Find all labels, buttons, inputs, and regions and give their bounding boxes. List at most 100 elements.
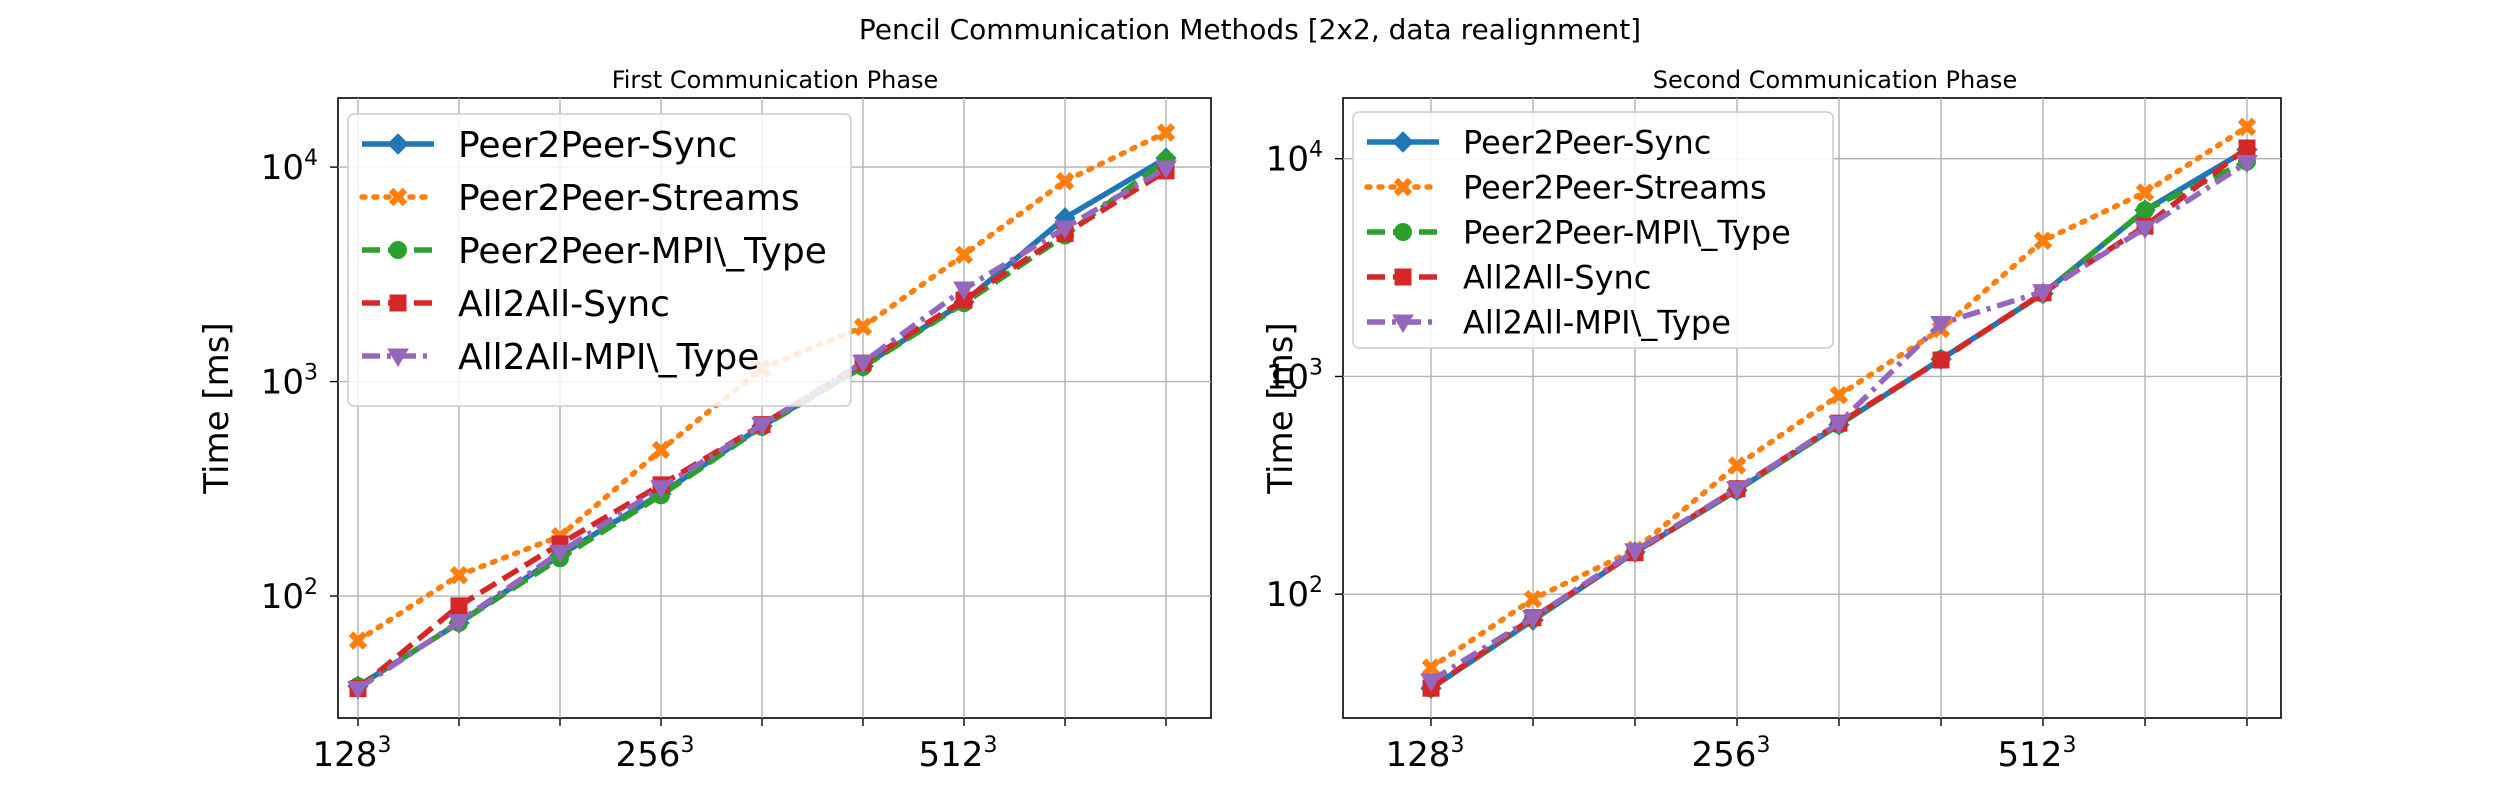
data-point xyxy=(2134,220,2156,240)
panel-title: First Communication Phase xyxy=(612,66,939,94)
x-tick-exponent: 3 xyxy=(2062,733,2076,758)
y-tick-base: 10 xyxy=(1266,357,1309,397)
legend-label: Peer2Peer-Sync xyxy=(1463,124,1711,162)
x-tick-exponent: 3 xyxy=(1756,733,1770,758)
y-tick-base: 10 xyxy=(261,363,304,403)
data-point xyxy=(853,317,873,337)
x-tick-label: 5123 xyxy=(1998,733,2077,775)
legend-label: Peer2Peer-Streams xyxy=(1463,169,1767,207)
series-4 xyxy=(1420,155,2258,692)
legend-marker xyxy=(388,187,408,207)
y-tick-exponent: 4 xyxy=(304,146,318,171)
x-tick-base: 256 xyxy=(616,735,681,775)
data-point xyxy=(1828,415,1850,435)
data-point xyxy=(1155,160,1177,180)
series-group xyxy=(347,123,1177,700)
data-point xyxy=(2032,284,2054,303)
y-tick-label: 103 xyxy=(1266,355,1323,397)
y-tick-label: 102 xyxy=(261,575,318,617)
data-point xyxy=(2236,155,2258,174)
x-tick-label: 2563 xyxy=(1692,733,1771,775)
data-point xyxy=(1727,456,1747,475)
data-point xyxy=(1421,658,1441,677)
data-point xyxy=(2237,117,2257,137)
legend-marker xyxy=(1392,131,1414,153)
series-group xyxy=(1420,117,2258,699)
legend-box xyxy=(1352,111,1834,349)
legend-item: Peer2Peer-Streams xyxy=(359,178,800,219)
data-point xyxy=(852,354,874,374)
data-point xyxy=(1523,589,1543,609)
legend-marker xyxy=(389,241,407,259)
legend-item: Peer2Peer-MPI\_Type xyxy=(1367,214,1791,252)
legend-item: All2All-Sync xyxy=(362,284,670,325)
y-tick-label: 104 xyxy=(1266,138,1323,180)
data-point xyxy=(1054,220,1076,240)
legend-marker xyxy=(1394,223,1412,241)
data-point xyxy=(450,597,468,615)
panel-first-communication-phase: First Communication Phase Time [ms] 1021… xyxy=(197,66,1212,775)
data-point xyxy=(1932,351,1950,369)
x-tick-label: 5123 xyxy=(919,733,998,775)
data-point xyxy=(549,544,571,564)
legend-label: Peer2Peer-MPI\_Type xyxy=(1463,214,1791,252)
legend-label: Peer2Peer-MPI\_Type xyxy=(458,231,827,272)
x-tick-base: 256 xyxy=(1692,735,1757,775)
x-tick-label: 1283 xyxy=(313,733,392,775)
x-tick-base: 128 xyxy=(313,735,378,775)
data-point xyxy=(2136,201,2154,220)
legend-marker xyxy=(1393,177,1413,197)
data-point xyxy=(2135,183,2155,202)
plot-area xyxy=(337,97,1212,719)
legend-item: All2All-Sync xyxy=(1367,259,1651,297)
y-tick-base: 10 xyxy=(261,577,304,617)
y-tick-exponent: 4 xyxy=(1309,138,1323,163)
legend-item: Peer2Peer-MPI\_Type xyxy=(362,231,827,272)
legend-label: All2All-Sync xyxy=(458,284,670,325)
legend-marker xyxy=(389,294,407,312)
y-tick-base: 10 xyxy=(261,148,304,188)
x-tick-label: 1283 xyxy=(1386,733,1465,775)
legend-item: All2All-MPI\_Type xyxy=(362,337,759,378)
data-point xyxy=(954,245,974,265)
panel-title: Second Communication Phase xyxy=(1653,66,2017,94)
legend-item: Peer2Peer-Sync xyxy=(1367,124,1711,162)
x-tick-exponent: 3 xyxy=(680,733,694,758)
data-point xyxy=(1624,543,1646,562)
x-tick-label: 2563 xyxy=(616,733,695,775)
y-tick-base: 10 xyxy=(1266,140,1309,180)
y-tick-label: 103 xyxy=(261,361,318,403)
y-tick-exponent: 3 xyxy=(304,361,318,386)
legend-label: All2All-MPI\_Type xyxy=(458,337,759,378)
data-point xyxy=(953,281,975,301)
data-point xyxy=(1930,316,1952,335)
x-tick-exponent: 3 xyxy=(377,733,391,758)
data-point xyxy=(1522,610,1544,629)
data-point xyxy=(348,631,368,650)
x-tick-base: 512 xyxy=(919,735,984,775)
data-point xyxy=(751,417,773,436)
legend-item: Peer2Peer-Sync xyxy=(362,125,737,166)
series-1 xyxy=(1421,117,2257,677)
series-4 xyxy=(347,160,1177,700)
data-point xyxy=(347,681,369,700)
data-point xyxy=(449,566,469,585)
x-tick-base: 128 xyxy=(1386,735,1451,775)
y-axis-label: Time [ms] xyxy=(197,322,237,494)
data-point xyxy=(1420,673,1442,692)
legend-marker xyxy=(1394,268,1412,286)
legend-label: Peer2Peer-Streams xyxy=(458,178,800,219)
data-point xyxy=(2033,231,2053,250)
x-tick-base: 512 xyxy=(1998,735,2063,775)
data-point xyxy=(651,440,671,460)
legend: Peer2Peer-Sync Peer2Peer-Streams Peer2Peer… xyxy=(347,113,852,407)
y-axis-label: Time [ms] xyxy=(1261,322,1301,494)
panel-second-communication-phase: Second Communication Phase Time [ms] 10 2… xyxy=(1261,66,2282,775)
plot-area xyxy=(1342,97,2282,719)
legend: Peer2Peer-Sync Peer2Peer-Streams Peer2Peer… xyxy=(1352,111,1834,349)
figure-title: Pencil Communication Methods [2x2, data … xyxy=(859,13,1641,46)
